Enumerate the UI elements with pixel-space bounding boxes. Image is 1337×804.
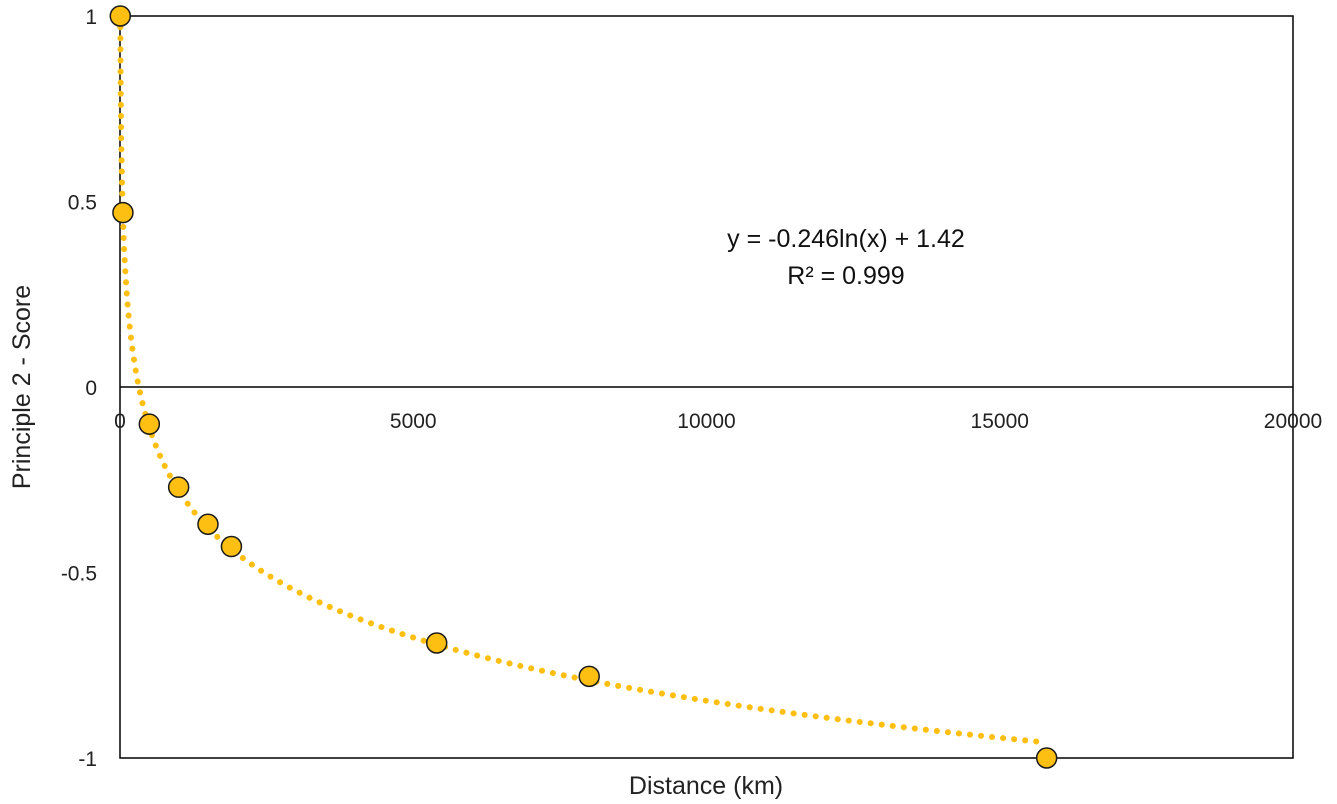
x-tick-label: 20000 bbox=[1264, 410, 1322, 433]
y-tick-labels: 1 0.5 0 -0.5 -1 bbox=[61, 6, 97, 771]
y-tick-label: 0 bbox=[85, 377, 97, 400]
data-point-4 bbox=[167, 476, 190, 498]
trendline-path bbox=[117, 13, 1050, 746]
data-point-9 bbox=[1035, 747, 1058, 769]
y-tick-label: 1 bbox=[85, 6, 97, 29]
x-tick-label: 15000 bbox=[971, 410, 1029, 433]
data-point-8 bbox=[578, 665, 600, 688]
trendline-r-squared: R² = 0.999 bbox=[787, 262, 904, 290]
data-points bbox=[109, 5, 1058, 769]
y-tick-label: -1 bbox=[78, 748, 97, 771]
data-point-7 bbox=[425, 632, 448, 654]
y-axis-title: Principle 2 - Score bbox=[8, 285, 36, 489]
x-tick-label: 0 bbox=[114, 410, 126, 433]
y-tick-label: 0.5 bbox=[68, 192, 97, 215]
data-point-2 bbox=[112, 201, 134, 224]
y-tick-label: -0.5 bbox=[61, 563, 97, 586]
x-tick-label: 5000 bbox=[390, 410, 437, 433]
data-point-3 bbox=[138, 413, 161, 435]
x-tick-label: 10000 bbox=[677, 410, 735, 433]
data-point-6 bbox=[220, 535, 243, 558]
x-axis-title: Distance (km) bbox=[629, 772, 783, 800]
data-point-1 bbox=[109, 5, 132, 27]
trendline bbox=[117, 13, 1050, 746]
trendline-equation: y = -0.246ln(x) + 1.42 bbox=[727, 225, 965, 253]
data-point-5 bbox=[197, 513, 219, 536]
x-tick-labels: 0 5000 10000 15000 20000 bbox=[114, 410, 1322, 433]
